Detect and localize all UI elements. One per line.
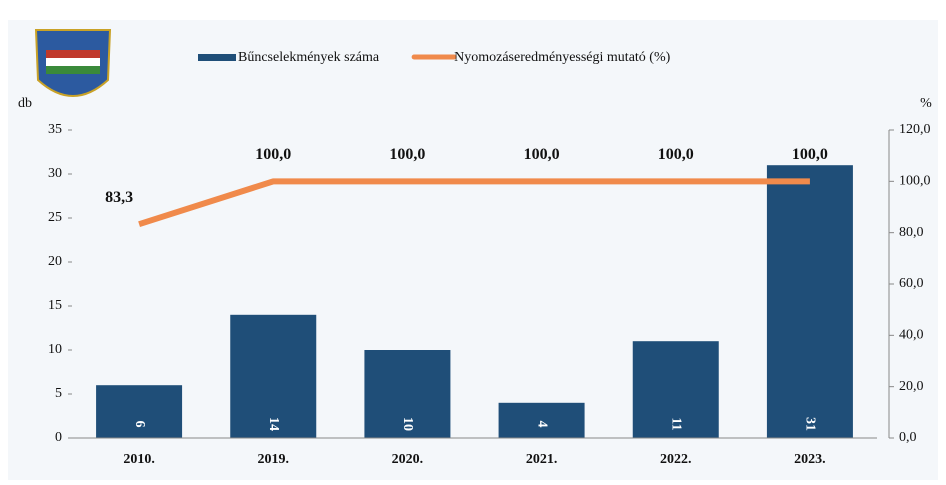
y-tick-label: 15 [48, 298, 62, 313]
y-tick-label: 30 [48, 166, 62, 181]
y-tick-label: 0 [55, 430, 62, 445]
y-tick-label: 20 [48, 254, 62, 269]
y2-tick-label: 100,0 [899, 174, 931, 189]
y-axis-title: db [18, 96, 32, 111]
y-tick-label: 35 [48, 122, 62, 137]
y2-tick-label: 40,0 [899, 328, 924, 343]
x-tick-label: 2020. [392, 452, 424, 467]
line-value-label: 100,0 [658, 146, 694, 163]
bar [632, 341, 719, 438]
x-tick-label: 2021. [526, 452, 558, 467]
line-value-label: 83,3 [105, 189, 133, 206]
y2-tick-label: 120,0 [899, 122, 931, 137]
y2-tick-label: 80,0 [899, 225, 924, 240]
logo [34, 29, 112, 97]
legend-swatch [198, 54, 236, 61]
y2-axis-title: % [920, 96, 932, 111]
bar-value-label: 6 [132, 421, 147, 428]
bar [96, 385, 183, 438]
x-tick-label: 2023. [794, 452, 826, 467]
bar-value-label: 31 [803, 417, 818, 431]
x-tick-label: 2010. [123, 452, 155, 467]
x-tick-label: 2022. [660, 452, 692, 467]
y2-tick-label: 60,0 [899, 276, 924, 291]
legend-label: Nyomozáseredményességi mutató (%) [454, 50, 670, 65]
y-tick-label: 25 [48, 210, 62, 225]
line [138, 178, 810, 228]
bar [364, 350, 451, 438]
bar-value-label: 11 [669, 417, 684, 430]
line-value-label: 100,0 [255, 146, 291, 163]
bar [766, 165, 853, 438]
bar [498, 402, 585, 438]
y2-tick-label: 20,0 [899, 379, 924, 394]
y-tick-label: 5 [55, 386, 62, 401]
y2-tick-label: 0,0 [899, 430, 917, 445]
line-value-label: 100,0 [524, 146, 560, 163]
bar-value-label: 10 [400, 417, 415, 431]
line-value-label: 100,0 [389, 146, 425, 163]
bar-value-label: 4 [534, 421, 549, 428]
x-tick-label: 2019. [258, 452, 290, 467]
legend-label: Bűncselekmények száma [238, 50, 380, 65]
y-tick-label: 10 [48, 342, 62, 357]
line-value-label: 100,0 [792, 146, 828, 163]
bar [230, 314, 317, 438]
bar-value-label: 14 [266, 417, 281, 431]
